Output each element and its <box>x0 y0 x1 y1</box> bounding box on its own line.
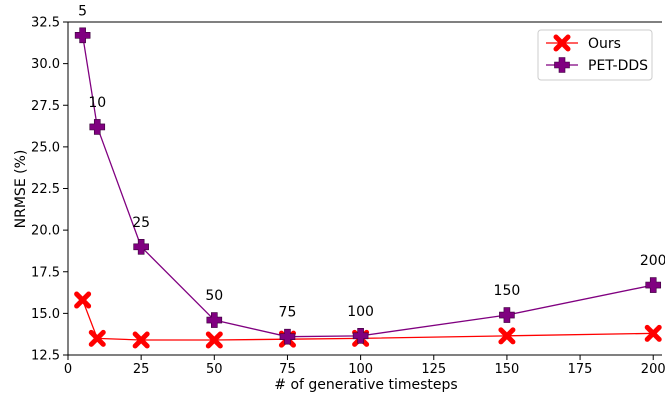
x-tick-label: 25 <box>133 362 150 377</box>
data-point-ours <box>205 331 223 349</box>
point-label: 5 <box>78 3 87 19</box>
data-point-pet-dds <box>352 328 369 344</box>
legend: Ours PET-DDS <box>537 29 653 81</box>
legend-label: PET-DDS <box>588 58 648 74</box>
y-tick-label: 17.5 <box>31 265 60 280</box>
y-tick-label: 22.5 <box>31 182 60 197</box>
y-axis-label: NRMSE (%) <box>13 150 29 229</box>
series-layer <box>74 27 662 349</box>
data-point-ours <box>132 331 150 349</box>
x-tick-label: 50 <box>206 362 223 377</box>
data-point-pet-dds <box>89 119 106 135</box>
x-marker-stroke <box>88 329 106 347</box>
x-tick-label: 100 <box>348 362 373 377</box>
x-tick-label: 200 <box>641 362 665 377</box>
point-label: 50 <box>205 288 223 304</box>
data-point-ours <box>74 291 92 309</box>
point-label: 150 <box>494 283 521 299</box>
data-point-pet-dds <box>645 277 662 293</box>
legend-marker <box>554 57 570 73</box>
legend-label: Ours <box>588 36 621 52</box>
series-line-ours <box>82 299 654 341</box>
x-marker-stroke <box>205 331 223 349</box>
x-marker-stroke <box>498 327 516 345</box>
data-point-pet-dds <box>133 238 149 255</box>
x-tick-label: 75 <box>279 362 296 377</box>
y-tick-label: 30.0 <box>31 57 60 72</box>
x-marker-stroke <box>74 291 92 309</box>
data-point-ours <box>644 324 662 342</box>
x-axis-ticks: 0 25 50 75 100 125 150 175 200 <box>64 355 665 377</box>
point-label: 10 <box>88 95 106 111</box>
x-tick-label: 0 <box>64 362 72 377</box>
x-marker-stroke <box>132 331 150 349</box>
data-point-ours <box>88 329 106 347</box>
point-label: 100 <box>347 304 374 320</box>
y-axis-ticks: 12.5 15.0 17.5 20.0 22.5 25.0 27.5 30.0 32.5 <box>31 16 68 364</box>
data-point-pet-dds <box>279 328 296 345</box>
legend-marker <box>553 34 571 52</box>
data-point-ours <box>498 327 516 345</box>
y-tick-label: 32.5 <box>31 16 60 31</box>
point-label: 75 <box>279 305 297 321</box>
data-point-pet-dds <box>206 312 223 328</box>
y-tick-label: 20.0 <box>31 224 60 239</box>
x-marker-stroke <box>644 324 662 342</box>
x-axis-label: # of generative timesteps <box>274 377 457 393</box>
point-label: 25 <box>132 215 150 231</box>
y-tick-label: 12.5 <box>31 349 60 364</box>
series-pet-dds <box>74 27 662 345</box>
y-tick-label: 25.0 <box>31 140 60 155</box>
series-line-pet-dds <box>81 35 654 338</box>
x-tick-label: 125 <box>421 362 446 377</box>
point-label: 200 <box>640 253 665 269</box>
x-tick-label: 175 <box>568 362 593 377</box>
legend-entry-pet-dds: PET-DDS <box>546 57 648 74</box>
point-labels: 5 10 25 50 75 100 150 200 <box>78 3 665 320</box>
legend-entry-ours: Ours <box>546 34 621 52</box>
x-marker-stroke <box>553 34 571 52</box>
y-tick-label: 27.5 <box>31 99 60 114</box>
data-point-pet-dds <box>74 27 91 44</box>
data-point-pet-dds <box>499 307 515 323</box>
y-tick-label: 15.0 <box>31 307 60 322</box>
x-tick-label: 150 <box>495 362 520 377</box>
